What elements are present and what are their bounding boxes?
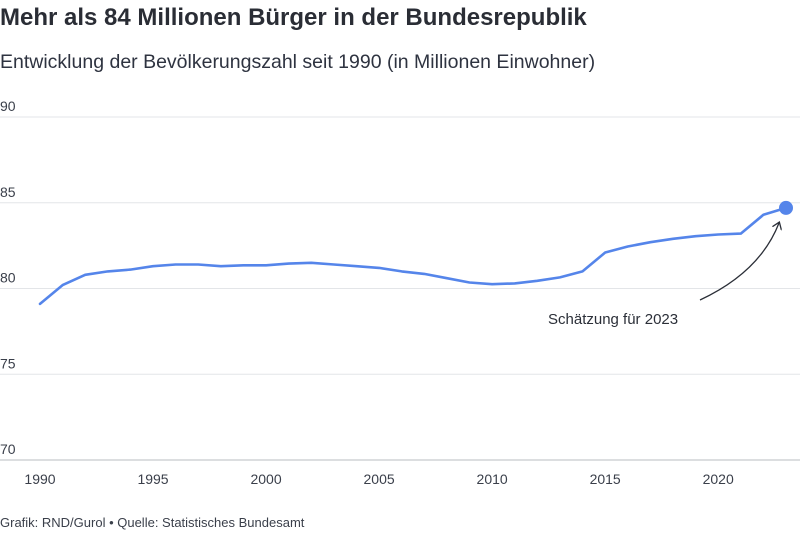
x-tick-label: 1990 (24, 471, 55, 487)
chart-title: Mehr als 84 Millionen Bürger in der Bund… (0, 4, 587, 31)
y-tick-label: 90 (0, 98, 16, 114)
chart-subtitle: Entwicklung der Bevölkerungszahl seit 19… (0, 51, 596, 73)
y-tick-label: 80 (0, 270, 16, 286)
grid-layer (0, 116, 800, 461)
y-tick-label: 75 (0, 355, 16, 371)
x-tick-label: 2020 (703, 471, 734, 487)
annotation-label: Schätzung für 2023 (548, 311, 678, 328)
x-tick-label: 2005 (364, 471, 395, 487)
y-axis-ticks: 70 75 80 85 90 (0, 98, 16, 457)
x-tick-label: 2010 (477, 471, 508, 487)
x-tick-label: 2000 (250, 471, 281, 487)
y-tick-label: 85 (0, 184, 16, 200)
x-tick-label: 2015 (590, 471, 621, 487)
annotation-arrow (699, 223, 779, 301)
y-tick-label: 70 (0, 441, 16, 457)
x-axis-ticks: 1990 1995 2000 2005 2010 2015 2020 (24, 471, 734, 487)
population-line (38, 206, 788, 306)
estimate-2023-dot (779, 200, 793, 215)
x-tick-label: 1995 (137, 471, 168, 487)
source-credit: Grafik: RND/Gurol • Quelle: Statistische… (0, 515, 305, 530)
